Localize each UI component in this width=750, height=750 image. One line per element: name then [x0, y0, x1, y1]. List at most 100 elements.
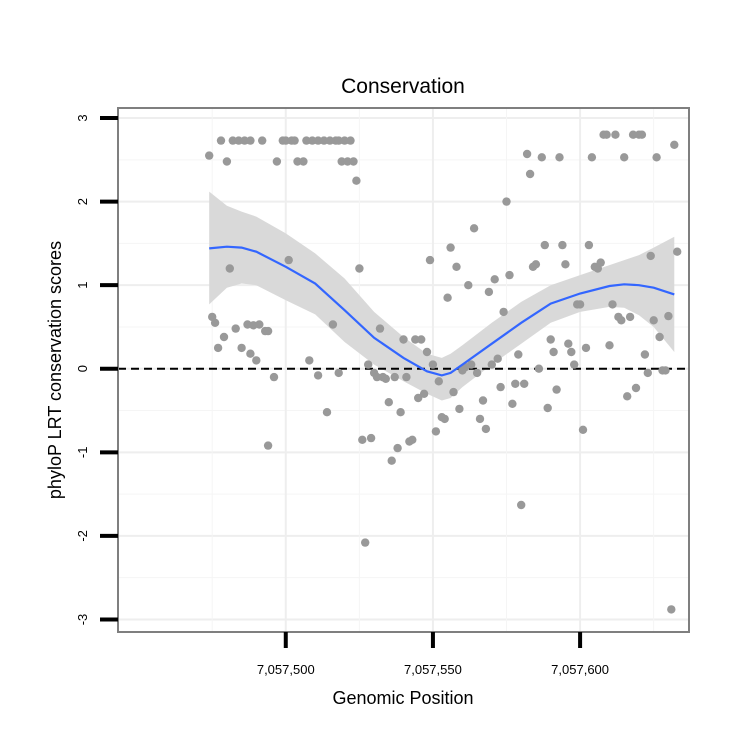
- x-axis-label: Genomic Position: [332, 688, 473, 708]
- y-tick-label: 2: [75, 198, 90, 205]
- data-point: [322, 408, 332, 417]
- x-tick-label: 7,057,550: [404, 662, 462, 677]
- data-point: [673, 247, 682, 256]
- smooth-line: [209, 245, 675, 377]
- data-point: [567, 347, 576, 357]
- data-point: [290, 136, 299, 145]
- x-tick-label: 7,057,500: [257, 662, 315, 677]
- x-tick-label: 7,057,600: [551, 662, 609, 677]
- data-point: [272, 157, 282, 166]
- data-point: [361, 538, 370, 547]
- data-point: [646, 251, 655, 261]
- x-axis-ticks: 7,057,500 7,057,550 7,057,600: [257, 632, 609, 677]
- data-points: [205, 130, 682, 614]
- data-point: [337, 157, 346, 166]
- data-point: [596, 258, 605, 267]
- data-point: [372, 372, 382, 382]
- data-point: [605, 341, 614, 350]
- y-tick-label: -1: [75, 447, 90, 459]
- data-point: [393, 443, 402, 453]
- data-point: [623, 392, 632, 401]
- data-point: [640, 350, 650, 359]
- data-point: [302, 136, 311, 145]
- data-point: [469, 224, 479, 233]
- confidence-band: [209, 191, 675, 401]
- data-point: [608, 300, 617, 309]
- y-axis-label: phyloP LRT conservation scores: [45, 241, 65, 499]
- data-point: [655, 332, 664, 342]
- data-point: [440, 414, 449, 424]
- y-tick-label: -2: [75, 530, 90, 542]
- data-point: [496, 382, 505, 392]
- data-point: [205, 151, 214, 160]
- data-point: [269, 372, 279, 382]
- data-point: [522, 149, 532, 159]
- data-point: [328, 320, 338, 329]
- data-point: [611, 130, 620, 139]
- data-point: [213, 343, 223, 353]
- data-point: [534, 364, 544, 373]
- data-point: [472, 368, 482, 378]
- data-point: [299, 157, 308, 166]
- data-point: [422, 347, 432, 357]
- y-tick-label: 1: [75, 282, 90, 289]
- data-point: [325, 136, 335, 145]
- data-point: [231, 324, 240, 333]
- data-point: [246, 349, 255, 358]
- data-point: [455, 404, 464, 414]
- data-point: [511, 379, 520, 388]
- data-point: [358, 435, 367, 444]
- data-point: [313, 371, 323, 380]
- data-point: [661, 366, 670, 375]
- data-point: [258, 136, 267, 145]
- data-point: [508, 399, 517, 408]
- data-point: [587, 153, 597, 162]
- data-point: [263, 326, 273, 336]
- data-point: [319, 136, 329, 145]
- data-point: [505, 270, 514, 280]
- data-point: [364, 360, 373, 369]
- data-point: [408, 435, 417, 444]
- data-point: [334, 136, 343, 145]
- data-point: [346, 136, 355, 145]
- data-point: [343, 157, 352, 166]
- data-point: [478, 396, 488, 405]
- data-point: [411, 335, 420, 344]
- data-point: [584, 240, 594, 250]
- data-point: [625, 312, 635, 322]
- data-point: [540, 240, 549, 250]
- data-point: [281, 136, 290, 145]
- data-point: [552, 385, 561, 394]
- data-point: [234, 136, 243, 145]
- chart-title: Conservation: [341, 75, 465, 98]
- data-point: [222, 157, 232, 166]
- data-point: [575, 300, 585, 309]
- data-point: [578, 425, 588, 434]
- y-tick-label: 0: [75, 365, 90, 372]
- data-point: [643, 368, 652, 378]
- data-point: [443, 293, 452, 302]
- data-point: [517, 500, 526, 510]
- y-tick-label: -3: [75, 614, 90, 626]
- data-point: [446, 243, 455, 252]
- data-point: [246, 136, 255, 145]
- data-point: [475, 414, 485, 424]
- y-tick-label: 3: [75, 114, 90, 121]
- data-point: [237, 343, 246, 353]
- data-point: [664, 311, 673, 321]
- data-point: [216, 136, 226, 145]
- data-point: [352, 176, 361, 185]
- data-point: [313, 136, 323, 145]
- data-point: [502, 197, 511, 206]
- data-point: [284, 255, 293, 265]
- data-point: [349, 157, 358, 166]
- data-point: [384, 398, 393, 407]
- data-point: [546, 335, 555, 344]
- confidence-ribbon: [209, 191, 675, 401]
- data-point: [308, 136, 317, 145]
- data-point: [387, 456, 396, 465]
- data-point: [617, 316, 626, 325]
- data-point: [340, 136, 349, 145]
- data-point: [487, 360, 496, 369]
